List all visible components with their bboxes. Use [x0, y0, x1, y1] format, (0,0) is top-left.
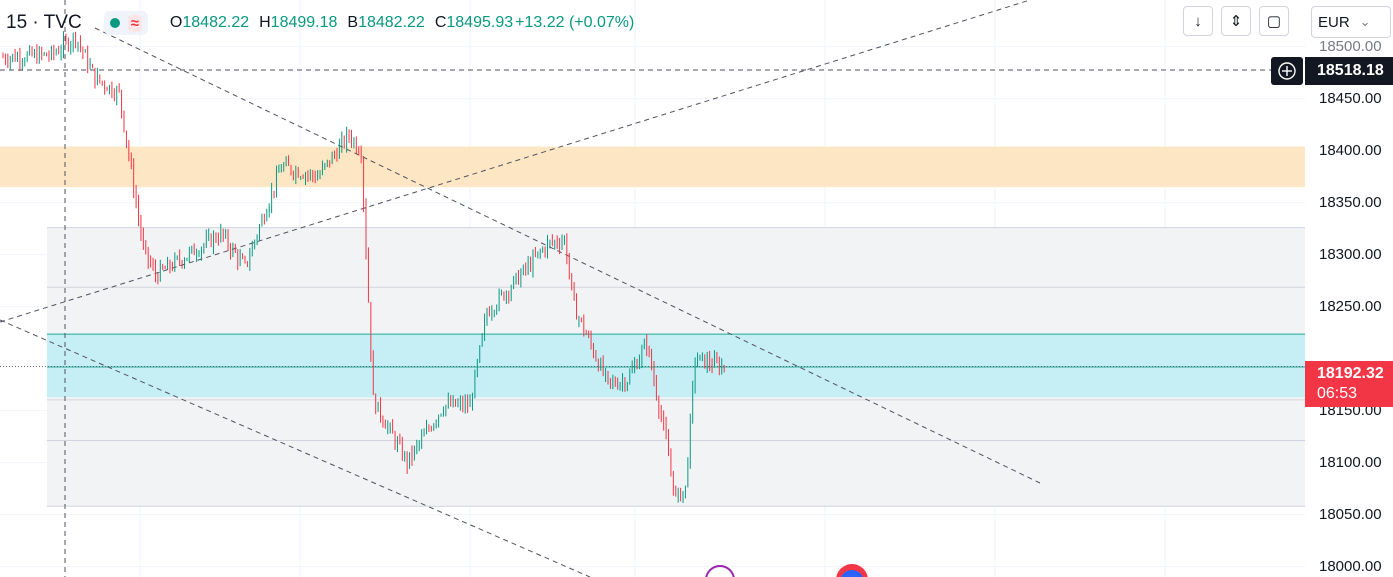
ohlc-item-o: O18482.22 — [170, 14, 249, 32]
ohlc-value: 18482.22 — [182, 14, 250, 31]
symbol-legend: 15 · TVC ≈ O18482.22 H18499.18 B18482.22 C1… — [6, 10, 634, 36]
last-price-label: 18192.32 06:53 — [1305, 361, 1393, 407]
ohlc-value: 18499.18 — [270, 14, 338, 31]
fullscreen-icon: ▢ — [1266, 13, 1282, 30]
ohlc-item-c: C18495.93 — [435, 14, 513, 32]
delayed-data-icon: ≈ — [127, 14, 142, 32]
ohlc-key: O — [169, 14, 183, 31]
last-price-value: 18192.32 — [1317, 365, 1384, 382]
symbol-title[interactable]: 15 · TVC — [6, 12, 82, 33]
trend-line — [94, 27, 1041, 484]
arrow-down-icon: ↓ — [1194, 12, 1202, 30]
ohlc-item-b: B18482.22 — [347, 14, 424, 32]
price-tick: 18050.00 — [1319, 505, 1382, 523]
price-tick-partial: 18500.00 — [1319, 37, 1382, 55]
price-tick: 18250.00 — [1319, 297, 1382, 315]
collapse-icon: ⇕ — [1229, 13, 1243, 30]
plus-circle-icon — [1278, 62, 1296, 80]
price-tick: 18450.00 — [1319, 89, 1382, 107]
chevron-down-icon: ⌄ — [1359, 14, 1371, 29]
price-tick: 18000.00 — [1319, 557, 1382, 575]
scroll-down-button[interactable]: ↓ — [1183, 6, 1213, 36]
currency-value: EUR — [1318, 13, 1350, 31]
crosshair-price-label: 18518.18 — [1305, 57, 1393, 85]
add-alert-button[interactable] — [1271, 57, 1303, 85]
ohlc-values: O18482.22 H18499.18 B18482.22 C18495.93 — [170, 14, 513, 32]
status-pill[interactable]: ≈ — [103, 11, 148, 35]
ohlc-key: C — [434, 14, 447, 31]
price-tick: 18300.00 — [1319, 245, 1382, 263]
fib-golden-zone — [47, 333, 1305, 398]
currency-select[interactable]: EUR ⌄ — [1311, 6, 1391, 38]
ohlc-item-h: H18499.18 — [259, 14, 337, 32]
market-open-dot-icon — [109, 18, 120, 28]
price-chart[interactable] — [0, 0, 1305, 577]
bar-countdown: 06:53 — [1317, 385, 1358, 402]
economic-event-flag-icon — [841, 570, 863, 577]
supply-zone — [0, 146, 1305, 188]
chart-toolbar: ↓ ⇕ ▢ — [1183, 6, 1289, 36]
collapse-button[interactable]: ⇕ — [1221, 6, 1251, 36]
ohlc-key: B — [347, 14, 359, 31]
fullscreen-button[interactable]: ▢ — [1259, 6, 1289, 36]
price-tick: 18100.00 — [1319, 453, 1382, 471]
price-tick: 18400.00 — [1319, 141, 1382, 159]
ohlc-value: 18495.93 — [446, 14, 514, 31]
price-tick: 18350.00 — [1319, 193, 1382, 211]
price-axis[interactable]: 18500.00 18450.00 18400.00 18350.00 18300.00… — [1305, 0, 1393, 577]
ohlc-value: 18482.22 — [358, 14, 425, 31]
ohlc-key: H — [259, 14, 271, 31]
chart-pane[interactable]: 1.786.6180.5.382.2360 — [0, 0, 1305, 577]
price-change: +13.22 (+0.07%) — [515, 14, 635, 31]
event-icon — [705, 565, 735, 577]
